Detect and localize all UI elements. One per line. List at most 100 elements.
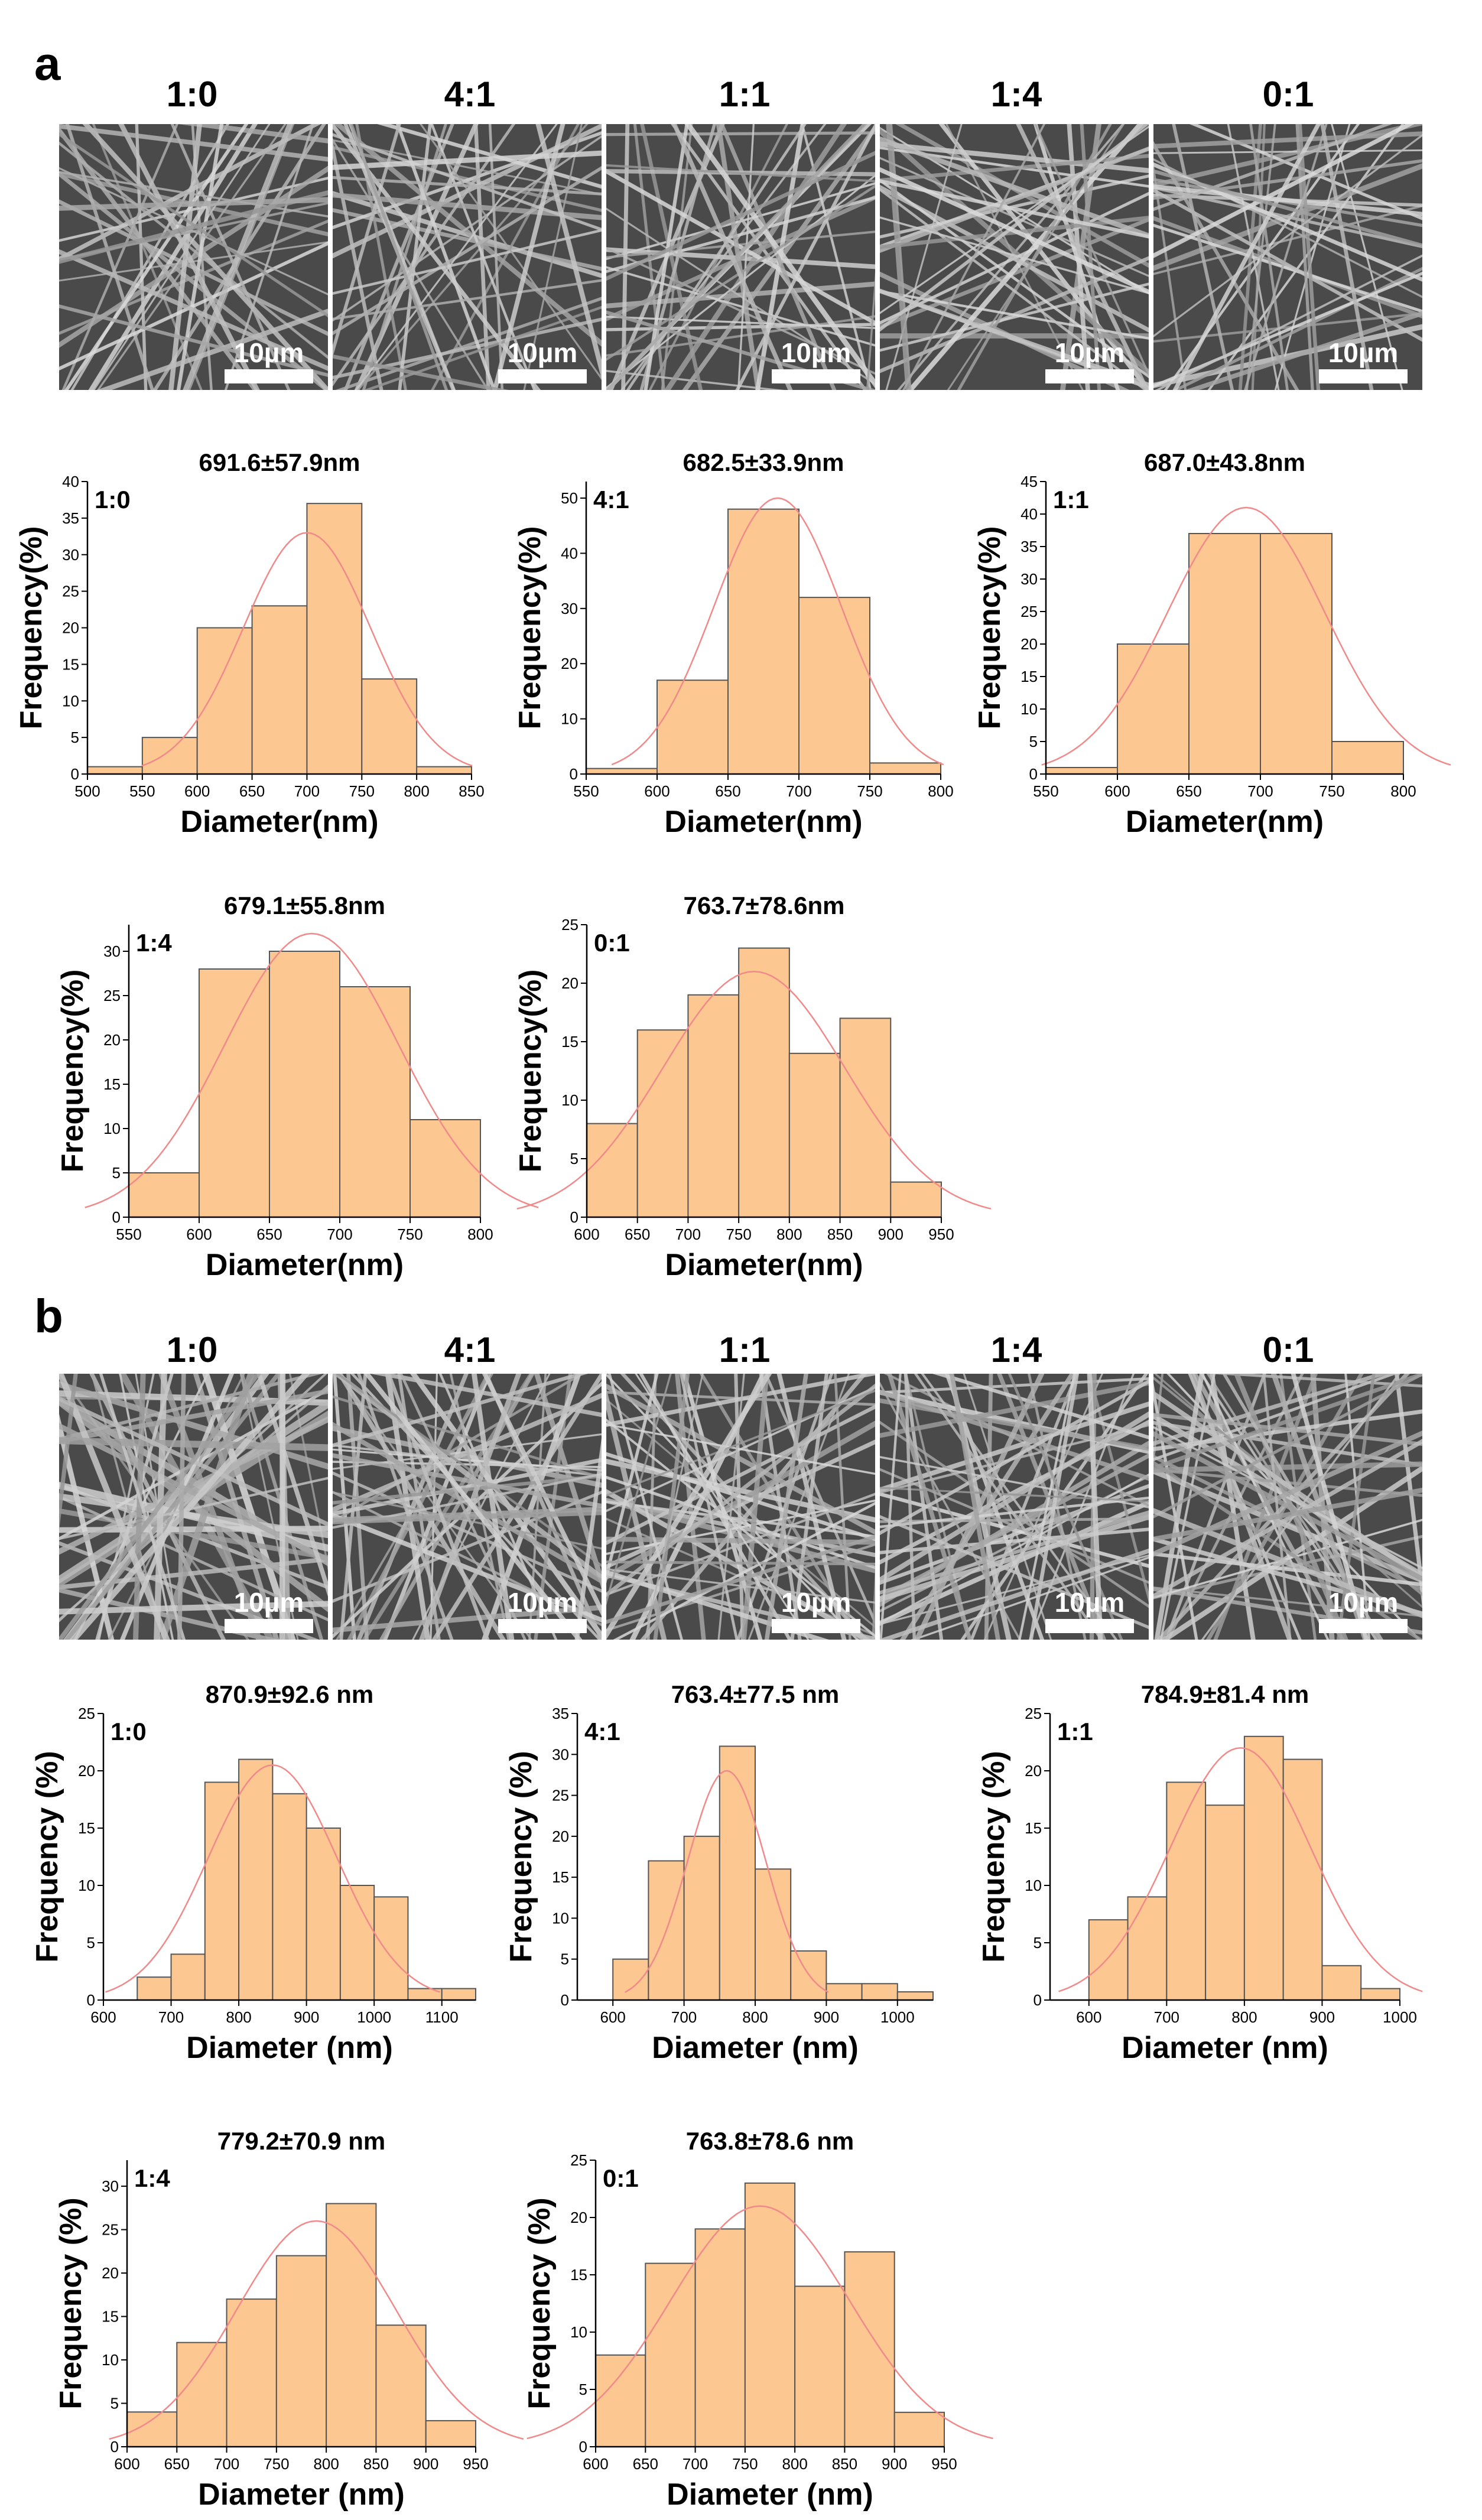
- histogram-bar: [204, 1781, 240, 2001]
- chart-title: 691.6±57.9nm: [199, 448, 360, 476]
- histogram-b-1-4: 600 650 700 750 800 850 900 950 0 5 10 15 20 25 30 779.…: [54, 2127, 524, 2512]
- y-tick-label: 10: [561, 1091, 578, 1109]
- sem-fibers: [880, 124, 1149, 390]
- x-tick-label: 800: [404, 782, 429, 800]
- histogram-bar: [87, 766, 143, 775]
- y-tick-label: 15: [78, 1819, 95, 1837]
- gaussian-fit-line: [105, 1764, 440, 1993]
- histogram-bar: [1360, 1988, 1400, 2001]
- panel-a-ratio-headers: 1:0 4:1 1:1 1:4 0:1: [167, 74, 1314, 114]
- histogram-bar: [1243, 1735, 1284, 2001]
- y-tick-label: 0: [87, 1991, 95, 2009]
- x-tick-label: 600: [644, 782, 670, 800]
- x-axis-label: Diameter(nm): [1126, 805, 1324, 839]
- panel-b-letter: b: [34, 1290, 63, 1342]
- x-tick-label: 750: [1319, 782, 1344, 800]
- sample-label: 1:4: [134, 2164, 170, 2192]
- histogram-bar: [636, 1029, 689, 1218]
- histogram-bar: [339, 1885, 375, 2001]
- x-axis-label: Diameter(nm): [664, 805, 862, 839]
- gaussian-fit-line: [1058, 1747, 1423, 1992]
- x-tick-label: 700: [1154, 2008, 1179, 2026]
- x-tick-label: 600: [90, 2008, 116, 2026]
- x-tick-label: 800: [313, 2455, 339, 2473]
- y-axis-label: Frequency (%): [30, 1751, 64, 1962]
- histogram-b-1-0: 600 700 800 900 1000 1100 0 5 10 15 20 25 870.9±92.6…: [30, 1680, 477, 2065]
- y-tick-label: 20: [62, 619, 79, 637]
- histogram-bar: [306, 503, 363, 775]
- x-tick-label: 700: [786, 782, 811, 800]
- x-tick-label: 600: [1104, 782, 1130, 800]
- y-tick-label: 25: [62, 583, 79, 600]
- sem-fibers: [880, 1374, 1149, 1640]
- scale-bar-label: 10µm: [234, 337, 304, 368]
- chart-title: 687.0±43.8nm: [1144, 448, 1305, 476]
- x-tick-label: 650: [625, 1225, 650, 1243]
- x-tick-label: 750: [349, 782, 375, 800]
- x-axis-label: Diameter(nm): [665, 1248, 863, 1282]
- x-tick-label: 1100: [425, 2008, 459, 2026]
- sem-fibers: [606, 124, 875, 390]
- scale-bar: [225, 1619, 313, 1633]
- sem-images: 10µm 10µm 10µm 10µm 10µm 10µm 10µm 10µm 10µm 10µm: [59, 124, 1422, 1640]
- x-tick-label: 900: [882, 2455, 907, 2473]
- y-tick-label: 30: [62, 546, 79, 564]
- chart-title: 682.5±33.9nm: [683, 448, 844, 476]
- y-tick-label: 25: [103, 987, 121, 1004]
- sample-label: 4:1: [584, 1718, 620, 1745]
- x-tick-label: 650: [1176, 782, 1201, 800]
- sem-image-tile: 10µm: [333, 124, 602, 390]
- histogram-bar: [326, 2203, 377, 2447]
- chart-title: 763.7±78.6nm: [684, 892, 845, 919]
- y-axis-label: Frequency (%): [54, 2197, 88, 2409]
- histogram-bar: [612, 1958, 649, 2001]
- y-tick-label: 0: [561, 1991, 569, 2009]
- histogram-bar: [361, 678, 418, 775]
- chart-title: 679.1±55.8nm: [224, 892, 385, 919]
- histogram-bar: [1282, 1758, 1323, 2001]
- x-tick-label: 650: [164, 2455, 190, 2473]
- histogram-bar: [1088, 1919, 1129, 2001]
- x-tick-label: 800: [1231, 2008, 1257, 2026]
- x-tick-label: 900: [1309, 2008, 1335, 2026]
- histogram-bar: [226, 2298, 277, 2448]
- x-axis-label: Diameter (nm): [667, 2477, 873, 2512]
- x-tick-label: 800: [776, 1225, 802, 1243]
- x-tick-label: 700: [675, 1225, 701, 1243]
- ratio-label: 1:4: [991, 74, 1042, 114]
- sem-fibers: [333, 1374, 602, 1640]
- histogram-b-0-1: 600 650 700 750 800 850 900 950 0 5 10 15 20 25 763.8±…: [522, 2127, 993, 2512]
- y-tick-label: 10: [1020, 700, 1038, 718]
- histogram-bar: [196, 627, 253, 775]
- chart-title: 763.4±77.5 nm: [671, 1680, 840, 1708]
- x-tick-label: 800: [226, 2008, 251, 2026]
- x-tick-label: 750: [726, 1225, 751, 1243]
- histogram-bar: [128, 1172, 200, 1218]
- x-tick-label: 900: [878, 1225, 904, 1243]
- y-tick-label: 20: [570, 2209, 587, 2226]
- y-tick-label: 0: [71, 765, 79, 783]
- histogram-bar: [1188, 533, 1261, 775]
- histogram-bar: [694, 2228, 746, 2447]
- histogram-a-1-1: 550 600 650 700 750 800 0 5 10 15 20 25 30 35 40 45 687.…: [973, 448, 1451, 839]
- scale-bar: [498, 369, 587, 383]
- sem-fibers: [333, 124, 602, 390]
- histogram-bar: [238, 1758, 274, 2001]
- histogram-bar: [738, 947, 790, 1218]
- sem-image-tile: 10µm: [59, 124, 328, 390]
- y-tick-label: 5: [87, 1934, 95, 1952]
- histogram-bar: [1205, 1804, 1245, 2001]
- gaussian-fit-line: [84, 932, 539, 1208]
- ratio-label: 1:1: [719, 1330, 771, 1370]
- sample-label: 1:0: [110, 1718, 147, 1745]
- histogram-bar: [1321, 1965, 1362, 2001]
- y-tick-label: 15: [1020, 668, 1038, 685]
- scale-bar: [772, 1619, 860, 1633]
- y-tick-label: 25: [561, 916, 578, 934]
- x-tick-label: 600: [114, 2455, 139, 2473]
- y-tick-label: 20: [1020, 635, 1038, 653]
- scale-bar-label: 10µm: [781, 337, 852, 368]
- ratio-label: 0:1: [1263, 74, 1314, 114]
- histogram-bar: [839, 1017, 892, 1218]
- sample-label: 0:1: [603, 2164, 639, 2192]
